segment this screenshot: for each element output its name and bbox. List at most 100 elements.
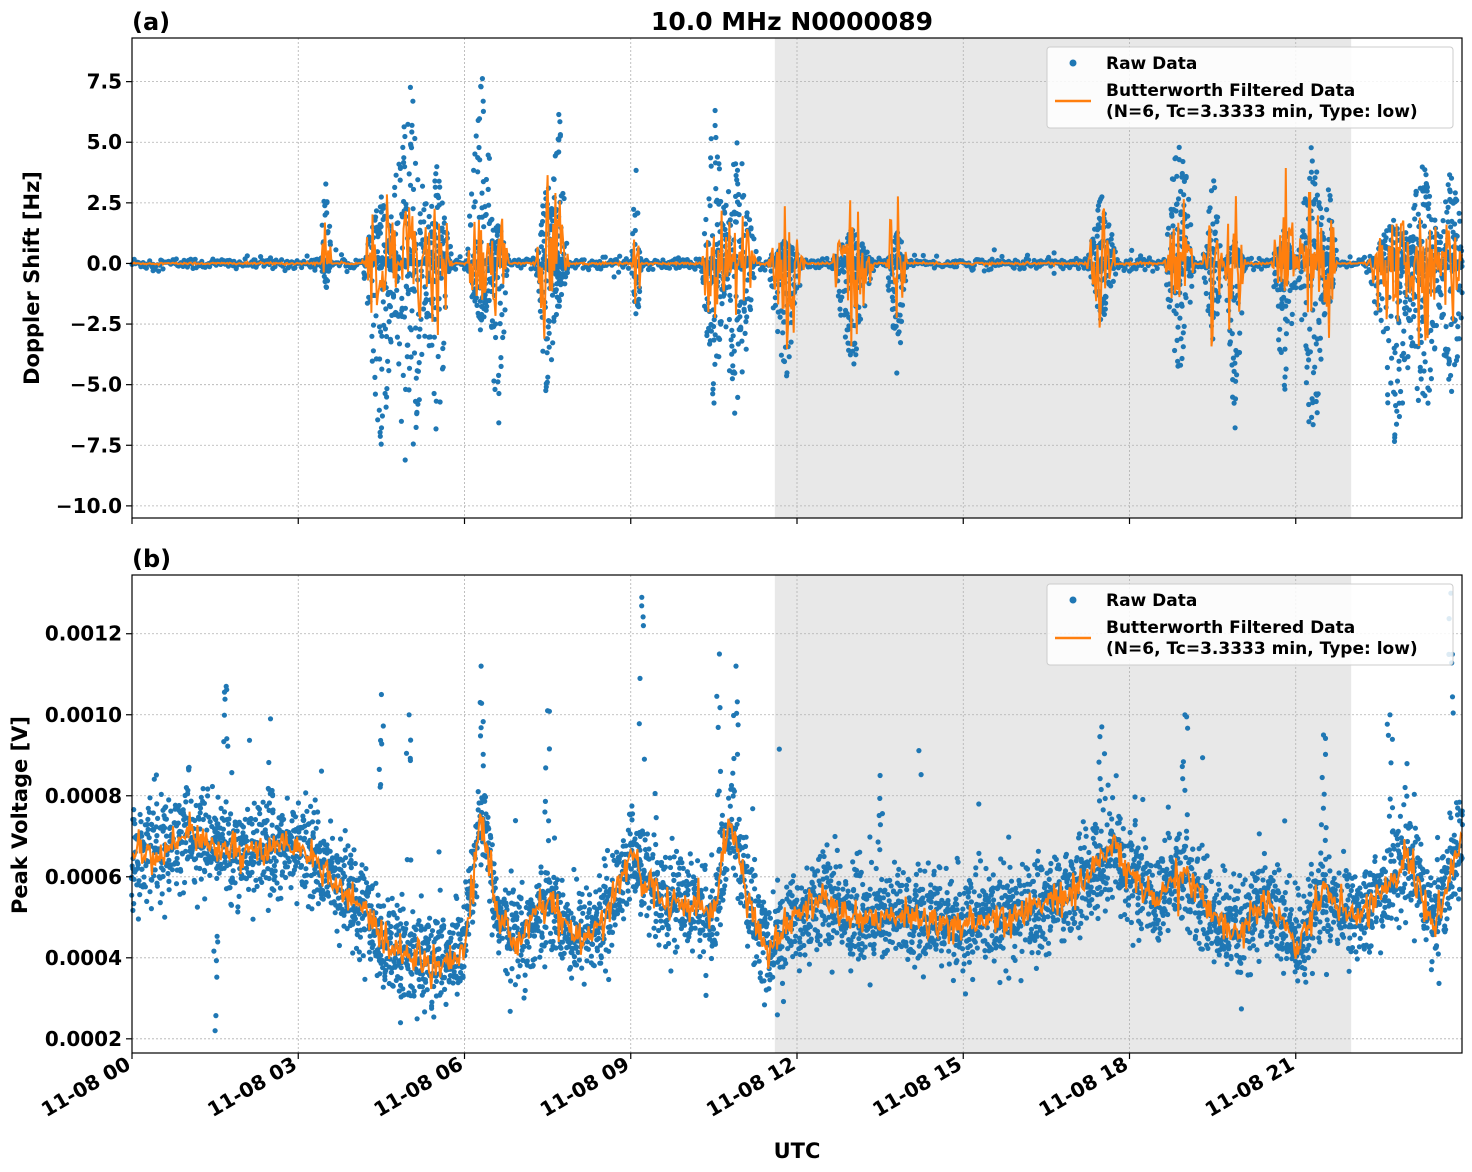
raw-data-point <box>180 890 186 896</box>
raw-data-point <box>165 870 171 877</box>
raw-data-point <box>281 816 287 822</box>
raw-data-point <box>501 329 507 335</box>
raw-data-point <box>739 369 745 375</box>
raw-data-point <box>1424 188 1430 194</box>
raw-data-point <box>453 266 459 272</box>
raw-data-point <box>150 810 156 816</box>
raw-data-point <box>303 879 309 885</box>
raw-data-point <box>400 986 406 992</box>
raw-data-point <box>710 381 717 387</box>
raw-data-point <box>1452 190 1458 196</box>
raw-data-point <box>383 404 389 410</box>
raw-data-point <box>375 417 381 423</box>
raw-data-point <box>200 816 206 823</box>
raw-data-point <box>730 333 736 339</box>
raw-data-point <box>1448 175 1455 181</box>
raw-data-point <box>413 927 419 933</box>
raw-data-point <box>1212 185 1218 191</box>
raw-data-point <box>743 346 749 352</box>
raw-data-point <box>348 857 354 864</box>
raw-data-point <box>153 772 159 778</box>
raw-data-point <box>1307 349 1313 355</box>
raw-data-point <box>414 1016 420 1022</box>
legend-a: Raw Data Butterworth Filtered Data (N=6,… <box>1046 46 1454 129</box>
raw-data-point <box>310 830 316 836</box>
raw-data-point <box>158 791 164 798</box>
raw-data-point <box>540 203 546 209</box>
raw-data-point <box>388 923 394 930</box>
raw-data-point <box>1449 388 1455 394</box>
raw-data-point <box>553 311 560 318</box>
raw-data-point <box>286 859 292 865</box>
raw-data-point <box>138 819 144 825</box>
raw-data-point <box>1293 285 1299 291</box>
raw-data-point <box>1227 339 1233 345</box>
raw-data-point <box>135 862 141 868</box>
raw-data-point <box>548 357 555 363</box>
raw-data-point <box>409 971 415 977</box>
raw-data-point <box>461 964 467 970</box>
raw-data-point <box>409 122 415 128</box>
raw-data-point <box>301 817 307 823</box>
raw-data-point <box>328 818 334 824</box>
raw-data-point <box>270 807 276 813</box>
raw-data-point <box>1234 372 1240 378</box>
raw-data-point <box>1301 283 1307 289</box>
raw-data-point <box>493 321 499 327</box>
raw-data-point <box>636 296 642 302</box>
raw-data-point <box>742 330 748 336</box>
raw-data-point <box>303 866 309 872</box>
raw-data-point <box>1384 325 1391 331</box>
raw-data-point <box>409 308 415 314</box>
raw-data-point <box>1410 301 1416 307</box>
raw-data-point <box>479 76 485 82</box>
raw-data-point <box>160 867 166 873</box>
raw-data-point <box>284 795 290 801</box>
raw-data-point <box>723 324 729 330</box>
raw-data-point <box>786 354 792 360</box>
raw-data-point <box>756 256 762 262</box>
raw-data-point <box>250 916 256 922</box>
raw-data-point <box>394 902 400 908</box>
raw-data-point <box>245 806 251 813</box>
raw-data-point <box>252 257 258 263</box>
raw-data-point <box>421 207 427 213</box>
raw-data-point <box>348 852 354 858</box>
raw-data-point <box>348 865 354 871</box>
raw-data-point <box>617 253 623 259</box>
raw-data-point <box>323 284 329 290</box>
raw-data-point <box>1437 239 1443 246</box>
raw-data-point <box>1396 413 1402 420</box>
raw-data-point <box>733 172 739 179</box>
raw-data-point <box>762 267 768 273</box>
raw-data-point <box>439 200 445 206</box>
raw-data-point <box>729 327 735 333</box>
y-ticks-a: 7.55.02.50.0−2.5−5.0−7.5−10.0 <box>56 70 132 518</box>
raw-data-point <box>173 256 179 262</box>
raw-data-point <box>416 360 422 366</box>
raw-data-point <box>367 956 374 962</box>
raw-data-point <box>343 855 349 861</box>
raw-data-point <box>357 934 363 940</box>
raw-data-point <box>398 418 404 424</box>
raw-data-point <box>166 797 172 803</box>
raw-data-point <box>1393 421 1400 427</box>
raw-data-point <box>378 329 384 335</box>
raw-data-point <box>727 217 733 223</box>
raw-data-point <box>147 889 153 895</box>
raw-data-point <box>410 98 416 104</box>
raw-data-point <box>332 910 338 916</box>
raw-data-point <box>1394 408 1400 414</box>
raw-data-point <box>981 268 987 274</box>
raw-data-point <box>411 993 417 999</box>
raw-data-point <box>1325 187 1331 193</box>
raw-data-point <box>221 809 228 815</box>
raw-data-point <box>544 379 550 385</box>
raw-data-point <box>422 1009 428 1015</box>
raw-data-point <box>704 332 710 339</box>
raw-data-point <box>403 926 409 932</box>
raw-data-point <box>988 266 994 272</box>
raw-data-point <box>1103 300 1109 306</box>
raw-data-point <box>440 345 446 352</box>
raw-data-point <box>712 361 718 367</box>
